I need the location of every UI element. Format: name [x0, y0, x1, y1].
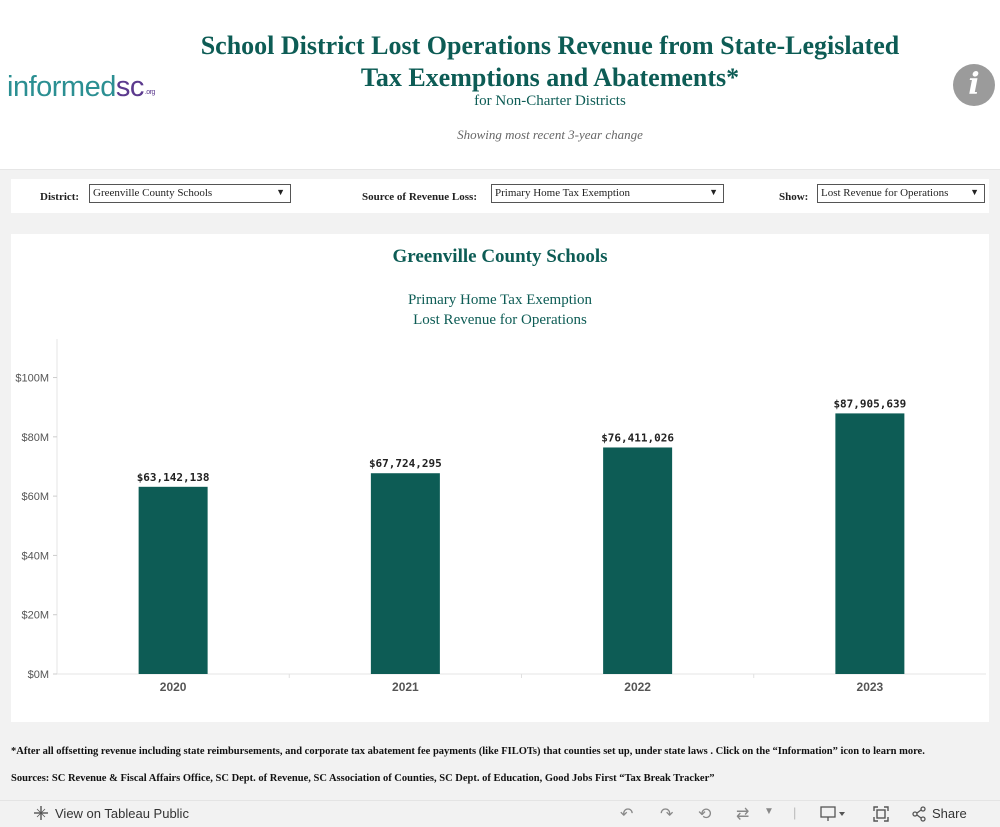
share-icon[interactable] [911, 806, 927, 825]
y-tick-label: $60M [21, 491, 49, 503]
tableau-toolbar: View on Tableau Public ↶ ↷ ⟲ ⇄ ▼ | Share [0, 800, 1000, 827]
footnote: *After all offsetting revenue including … [11, 746, 925, 757]
informedsc-logo[interactable]: informedsc.org [7, 71, 155, 103]
y-tick-label: $20M [21, 610, 49, 622]
bar-data-label: $63,142,138 [137, 471, 210, 484]
sources-note: Sources: SC Revenue & Fiscal Affairs Off… [11, 773, 715, 784]
source-dropdown[interactable]: Primary Home Tax Exemption ▼ [491, 184, 724, 203]
filter-bar: District: Greenville County Schools ▼ So… [11, 179, 989, 213]
toolbar-divider: | [793, 805, 797, 820]
chart-title: Greenville County Schools [392, 246, 608, 267]
district-dropdown-value: Greenville County Schools [93, 187, 213, 199]
y-tick-label: $40M [21, 550, 49, 562]
undo-icon[interactable]: ↶ [620, 806, 634, 823]
redo-icon[interactable]: ↷ [660, 806, 674, 823]
chevron-down-icon[interactable]: ▼ [764, 806, 774, 817]
y-tick-label: $80M [21, 432, 49, 444]
show-dropdown-value: Lost Revenue for Operations [821, 187, 949, 199]
page-title: School District Lost Operations Revenue … [150, 30, 950, 94]
revert-icon[interactable]: ⟲ [698, 806, 712, 823]
x-tick-label: 2022 [624, 680, 651, 694]
y-tick-label: $0M [28, 669, 49, 681]
page-subtitle: for Non-Charter Districts [474, 93, 626, 109]
x-tick-label: 2023 [857, 680, 884, 694]
refresh-icon[interactable]: ⇄ [736, 806, 750, 823]
page-note: Showing most recent 3-year change [457, 127, 643, 142]
chevron-down-icon: ▼ [970, 187, 979, 197]
bar [835, 413, 905, 674]
show-label: Show: [779, 191, 809, 203]
chevron-down-icon: ▼ [709, 187, 718, 197]
title-line-2: Tax Exemptions and Abatements* [360, 63, 740, 92]
share-button[interactable]: Share [932, 806, 967, 821]
bar-data-label: $76,411,026 [601, 431, 674, 444]
show-dropdown[interactable]: Lost Revenue for Operations ▼ [817, 184, 985, 203]
source-dropdown-value: Primary Home Tax Exemption [495, 187, 630, 199]
bar-data-label: $67,724,295 [369, 457, 442, 470]
tableau-icon[interactable] [33, 805, 49, 824]
view-on-tableau-link[interactable]: View on Tableau Public [55, 806, 189, 821]
bar-data-label: $87,905,639 [833, 397, 906, 410]
x-tick-label: 2020 [160, 680, 187, 694]
title-line-1: School District Lost Operations Revenue … [200, 31, 900, 60]
chart-panel: Greenville County Schools Primary Home T… [11, 234, 989, 722]
dashboard-header: informedsc.org School District Lost Oper… [0, 0, 1000, 170]
bar [603, 447, 673, 674]
bar [138, 486, 208, 674]
y-tick-label: $100M [15, 373, 49, 385]
chart-subtitle-source: Primary Home Tax Exemption [407, 292, 593, 308]
bar-chart: $0M $20M $40M $60M $80M $100M $63,142,138 2020 $… [15, 339, 986, 694]
chart-subtitle-measure: Lost Revenue for Operations [413, 312, 587, 328]
chevron-down-icon: ▼ [276, 187, 285, 197]
district-label: District: [40, 191, 80, 203]
district-dropdown[interactable]: Greenville County Schools ▼ [89, 184, 291, 203]
download-icon[interactable] [820, 806, 846, 825]
fullscreen-icon[interactable] [873, 806, 889, 825]
information-icon[interactable]: i [953, 64, 995, 106]
source-label: Source of Revenue Loss: [362, 191, 477, 203]
x-tick-label: 2021 [392, 680, 419, 694]
bar [370, 473, 440, 674]
